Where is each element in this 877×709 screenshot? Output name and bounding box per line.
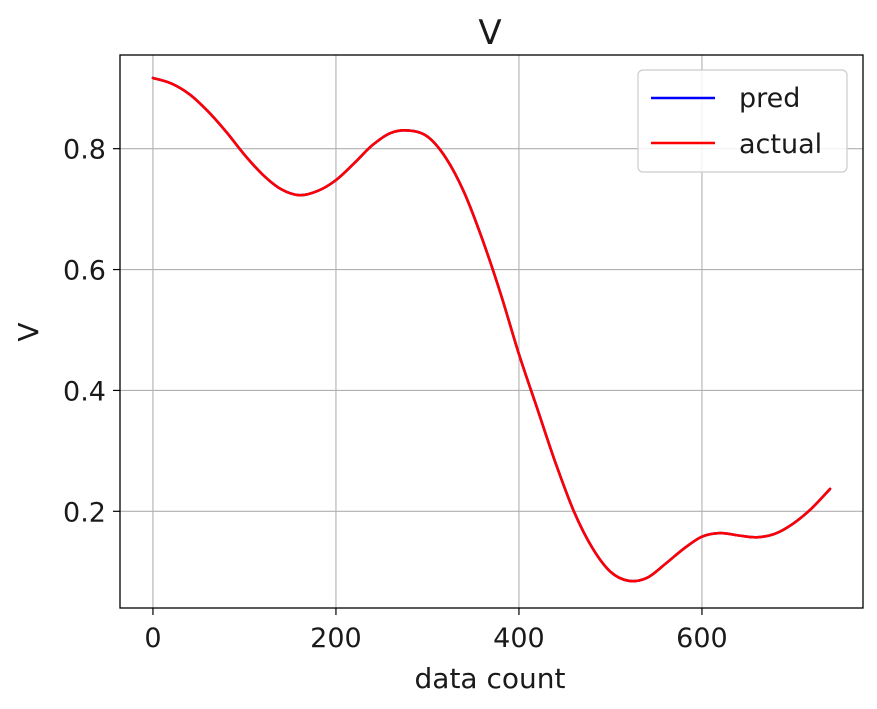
y-tick-label: 0.6 (63, 256, 106, 287)
chart-title: V (478, 13, 501, 53)
series-layer (151, 76, 832, 583)
axis-ticks: 0 200 400 600 0.2 0.4 0.6 0.8 (63, 135, 728, 654)
y-tick-label: 0.2 (63, 497, 106, 528)
x-axis-label: data count (415, 662, 566, 695)
legend-label-actual: actual (739, 129, 822, 160)
legend-box (637, 69, 848, 173)
legend-label-pred: pred (739, 83, 800, 114)
x-tick-label: 200 (310, 623, 362, 654)
legend: pred actual (637, 69, 848, 173)
plot-frame (119, 54, 864, 609)
y-tick-label: 0.4 (63, 376, 106, 407)
series-line-actual (151, 76, 832, 583)
x-tick-label: 400 (493, 623, 545, 654)
x-tick-label: 600 (676, 623, 728, 654)
y-axis-label: V (12, 322, 45, 341)
y-tick-label: 0.8 (63, 135, 106, 166)
x-tick-label: 0 (144, 623, 161, 654)
